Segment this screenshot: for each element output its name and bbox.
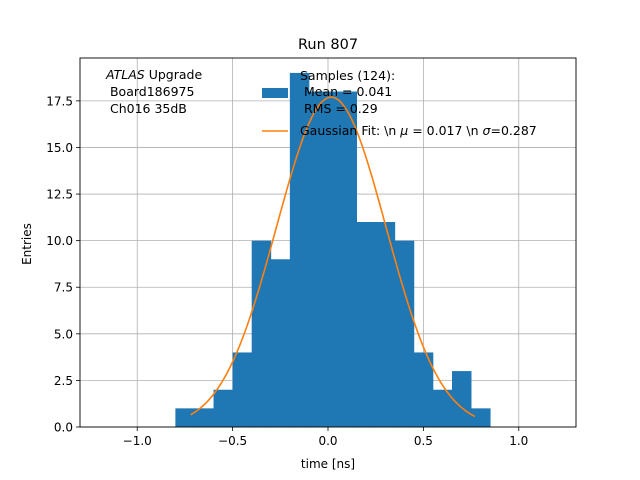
x-tick-label: 1.0: [509, 434, 528, 448]
histogram-bar: [251, 240, 272, 427]
y-tick-label: 0.0: [54, 421, 73, 435]
y-tick-label: 15.0: [46, 141, 73, 155]
gaussian-fit-curve: [190, 96, 476, 418]
annotation-atlas: ATLAS: [105, 67, 145, 82]
histogram-bar: [413, 352, 434, 427]
histogram-bar: [356, 222, 377, 427]
annotation-upgrade: Upgrade: [145, 67, 203, 82]
annotation-line-2: Board186975: [106, 84, 194, 99]
histogram-bars: [175, 72, 491, 427]
histogram-bar: [328, 91, 348, 427]
histogram-bar: [270, 259, 291, 427]
legend-fit-label-suffix: =0.287: [490, 123, 536, 138]
y-axis-label: Entries: [20, 223, 34, 265]
legend-histogram-label-line-1: Samples (124):: [300, 68, 395, 83]
y-tick-label: 5.0: [54, 327, 73, 341]
chart-title: Run 807: [298, 37, 358, 53]
histogram-bar: [375, 222, 396, 427]
histogram-bar: [471, 408, 491, 427]
y-tick-label: 10.0: [46, 234, 73, 248]
y-tick-label: 2.5: [54, 374, 73, 388]
x-axis-label: time [ns]: [301, 457, 355, 471]
legend-fit-label-mid: = 0.017 \n: [408, 123, 482, 138]
y-tick-label: 12.5: [46, 188, 73, 202]
legend-histogram-label-line-2: Mean = 0.041: [304, 84, 392, 99]
x-tick-label: 0.5: [414, 434, 433, 448]
x-tick-label: −0.5: [218, 434, 247, 448]
legend-histogram-swatch: [262, 88, 288, 98]
y-tick-label: 17.5: [46, 94, 73, 108]
legend-fit-label-prefix: Gaussian Fit: \n: [300, 123, 400, 138]
y-axis-ticks: 0.0 2.5 5.0 7.5 10.0 12.5 15.0 17.5: [46, 94, 80, 435]
y-tick-label: 7.5: [54, 281, 73, 295]
histogram-bar: [232, 352, 253, 427]
histogram-bar: [213, 389, 234, 427]
annotation-line-1: ATLAS Upgrade: [105, 67, 202, 82]
x-tick-label: −1.0: [123, 434, 152, 448]
legend-histogram-label-line-3: RMS = 0.29: [304, 101, 378, 116]
histogram-bar: [452, 371, 472, 427]
histogram-bar: [175, 408, 195, 427]
histogram-bar: [432, 389, 453, 427]
annotation-line-3: Ch016 35dB: [106, 101, 187, 116]
legend-fit-mu: μ: [399, 123, 408, 138]
legend-fit-sigma: σ: [483, 123, 492, 138]
histogram-bar: [347, 91, 358, 427]
histogram-bar: [394, 240, 415, 427]
atlas-annotation: ATLAS Upgrade Board186975 Ch016 35dB: [105, 67, 202, 116]
legend: Samples (124): Mean = 0.041 RMS = 0.29 G…: [262, 68, 537, 138]
x-axis-ticks: −1.0 −0.5 0.0 0.5 1.0: [123, 427, 528, 448]
histogram-bar: [194, 408, 214, 427]
x-tick-label: 0.0: [318, 434, 337, 448]
histogram-bar: [308, 91, 329, 427]
legend-fit-label: Gaussian Fit: \n μ = 0.017 \n σ=0.287: [300, 123, 537, 138]
